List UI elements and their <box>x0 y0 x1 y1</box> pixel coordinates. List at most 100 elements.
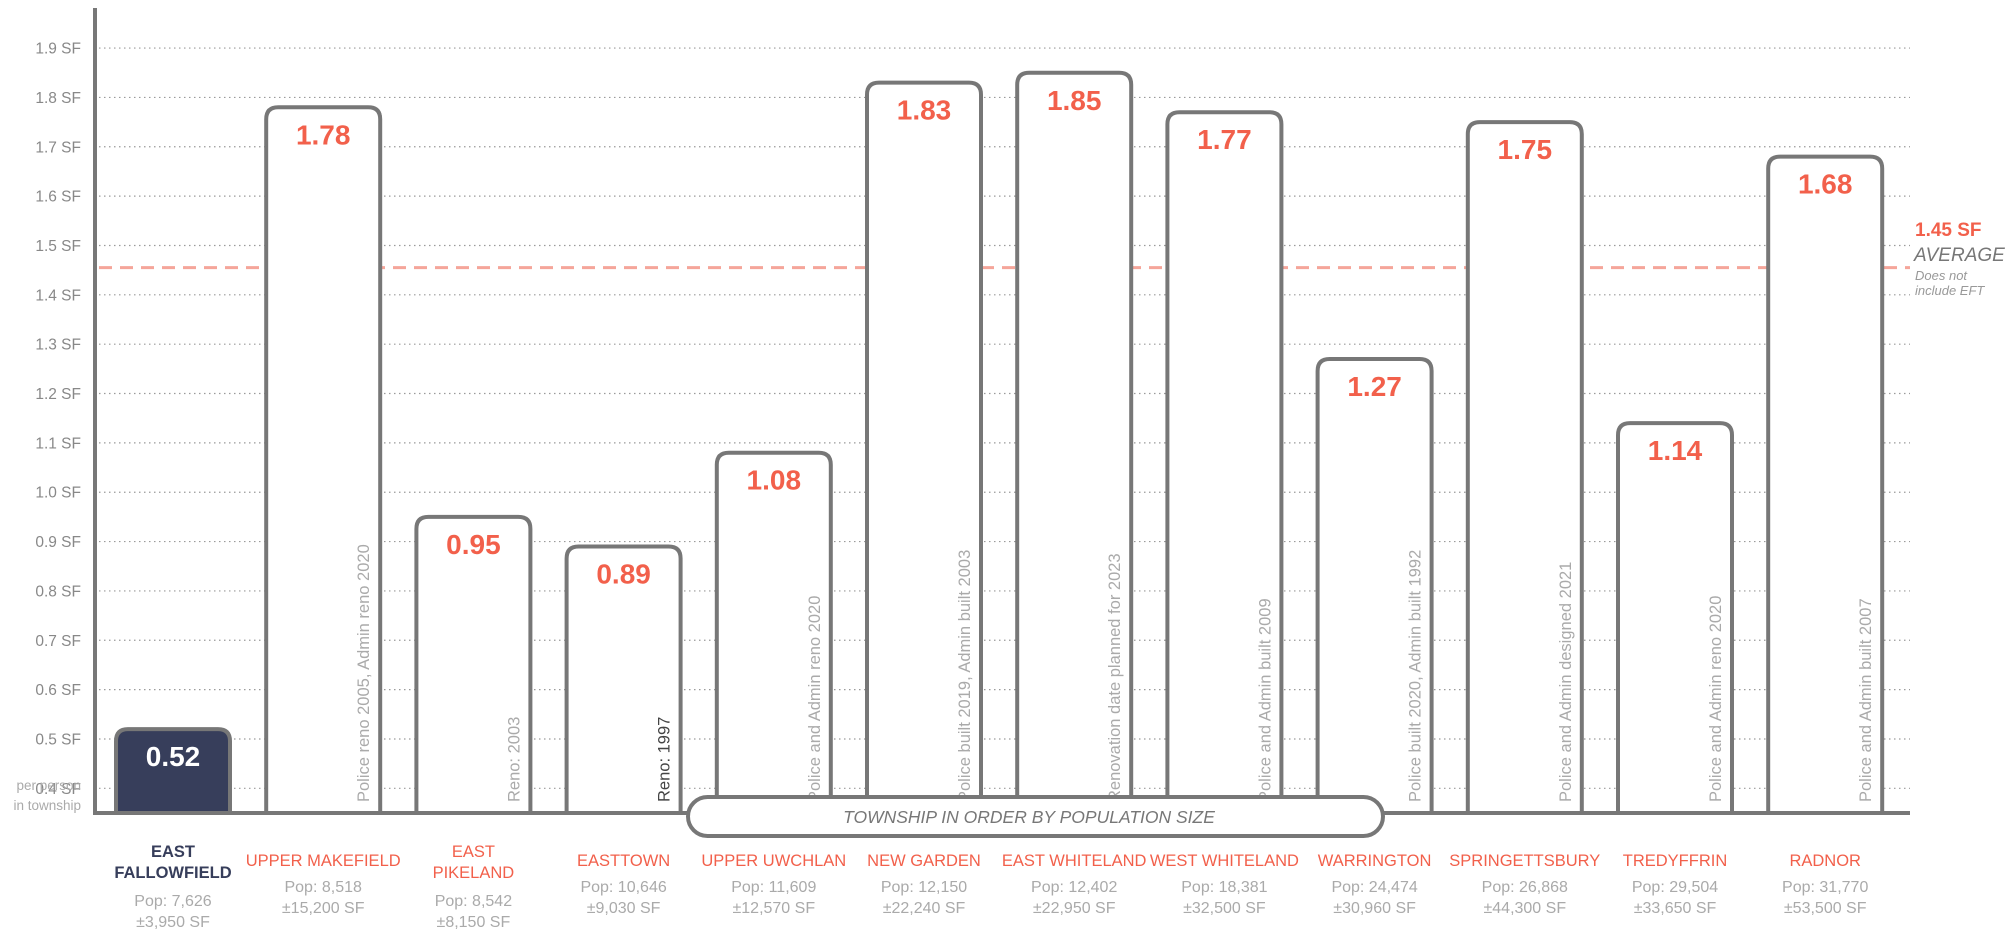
bar-note: Police and Admin designed 2021 <box>1557 562 1575 802</box>
y-tick-label: 0.5 SF <box>35 731 81 748</box>
bar-value-label: 0.89 <box>596 559 651 590</box>
category-name: EAST WHITELAND <box>1002 852 1147 870</box>
bar-value-label: 0.52 <box>146 741 201 772</box>
category-population: Pop: 18,381 <box>1181 879 1267 896</box>
y-tick-label: 0.8 SF <box>35 583 81 600</box>
y-axis-label: in township <box>13 798 81 813</box>
bar-value-label: 1.77 <box>1197 124 1252 155</box>
category-area: ±33,650 SF <box>1634 900 1717 917</box>
bar-value-label: 1.08 <box>747 465 802 496</box>
bar-note: Police and Admin built 2007 <box>1857 598 1875 802</box>
bar <box>1465 120 1584 813</box>
category-area: ±15,200 SF <box>282 900 365 917</box>
bar <box>1315 356 1434 813</box>
category-name: UPPER MAKEFIELD <box>246 852 401 870</box>
category-name: WEST WHITELAND <box>1150 852 1299 870</box>
category-name: RADNOR <box>1789 852 1861 870</box>
bar-note: Police and Admin reno 2020 <box>1707 596 1725 802</box>
bar-value-label: 1.85 <box>1047 85 1102 116</box>
bar <box>1015 70 1134 813</box>
y-tick-label: 0.7 SF <box>35 633 81 650</box>
category-name: EASTTOWN <box>577 852 670 870</box>
category-name: EAST <box>452 843 495 861</box>
bar-east-fallowfield <box>114 727 232 815</box>
y-tick-label: 1.8 SF <box>35 90 81 107</box>
category-area: ±44,300 SF <box>1483 900 1566 917</box>
category-area: ±22,240 SF <box>883 900 966 917</box>
y-tick-label: 1.7 SF <box>35 139 81 156</box>
category-population: Pop: 29,504 <box>1632 879 1718 896</box>
category-name: EAST <box>151 843 195 861</box>
category-name: PIKELAND <box>433 864 515 882</box>
average-label: AVERAGE <box>1913 245 2005 266</box>
y-tick-label: 1.6 SF <box>35 189 81 206</box>
y-tick-label: 1.5 SF <box>35 238 81 255</box>
category-population: Pop: 26,868 <box>1482 879 1568 896</box>
y-tick-label: 1.4 SF <box>35 287 81 304</box>
bar <box>865 80 983 813</box>
average-value-label: 1.45 SF <box>1915 220 1982 241</box>
x-axis-title: TOWNSHIP IN ORDER BY POPULATION SIZE <box>843 807 1215 827</box>
category-area: ±30,960 SF <box>1333 900 1416 917</box>
bar-note: Renovation date planned for 2023 <box>1106 553 1124 802</box>
category-area: ±8,150 SF <box>437 914 511 931</box>
y-tick-label: 0.6 SF <box>35 682 81 699</box>
category-name: UPPER UWCHLAN <box>701 852 846 870</box>
category-population: Pop: 12,402 <box>1031 879 1117 896</box>
bar-note: Police reno 2005, Admin reno 2020 <box>355 544 373 802</box>
bar-value-label: 0.95 <box>446 529 501 560</box>
category-population: Pop: 8,542 <box>435 893 513 910</box>
category-name: SPRINGETTSBURY <box>1449 852 1600 870</box>
bar-value-label: 1.83 <box>897 95 952 126</box>
category-population: Pop: 7,626 <box>134 893 212 910</box>
category-name: NEW GARDEN <box>867 852 981 870</box>
y-tick-label: 1.3 SF <box>35 337 81 354</box>
category-area: ±9,030 SF <box>587 900 661 917</box>
y-tick-label: 0.9 SF <box>35 534 81 551</box>
grid-layer <box>99 47 1910 789</box>
bar <box>564 544 683 813</box>
category-area: ±3,950 SF <box>136 914 210 931</box>
category-area: ±22,950 SF <box>1033 900 1116 917</box>
bar-value-label: 1.27 <box>1347 371 1402 402</box>
y-tick-label: 1.1 SF <box>35 435 81 452</box>
y-axis-label: per person <box>16 778 81 793</box>
category-area: ±53,500 SF <box>1784 900 1867 917</box>
category-population: Pop: 31,770 <box>1782 879 1868 896</box>
bar-value-label: 1.75 <box>1498 134 1553 165</box>
category-area: ±32,500 SF <box>1183 900 1266 917</box>
bar-note: Reno: 2003 <box>505 717 523 802</box>
category-name: TREDYFFRIN <box>1623 852 1728 870</box>
category-area: ±12,570 SF <box>732 900 815 917</box>
average-note: include EFT <box>1915 283 1985 298</box>
bar-note: Police built 2020, Admin built 1992 <box>1407 550 1425 802</box>
bar-value-label: 1.78 <box>296 119 351 150</box>
bar-note: Police built 2019, Admin built 2003 <box>956 550 974 802</box>
bar-value-label: 1.14 <box>1648 435 1703 466</box>
x-labels: EAST FALLOWFIELD Pop: 7,626 ±3,950 SF UPPER … <box>114 843 1868 931</box>
category-population: Pop: 10,646 <box>580 879 666 896</box>
bar-note: Police and Admin reno 2020 <box>806 596 824 802</box>
bar <box>1165 110 1284 813</box>
bar <box>714 450 833 813</box>
average-note: Does not <box>1915 268 1968 283</box>
y-tick-label: 1.2 SF <box>35 386 81 403</box>
bar-note: Reno: 1997 <box>656 717 674 802</box>
bar <box>264 105 383 813</box>
category-population: Pop: 12,150 <box>881 879 967 896</box>
category-name: FALLOWFIELD <box>114 864 231 882</box>
category-population: Pop: 11,609 <box>731 879 816 896</box>
category-population: Pop: 24,474 <box>1331 879 1417 896</box>
bar <box>1766 154 1885 813</box>
category-name: WARRINGTON <box>1318 852 1432 870</box>
y-axis: 0.4 SF 0.5 SF 0.6 SF 0.7 SF 0.8 SF 0.9 SF 1.0 … <box>13 8 97 813</box>
y-tick-label: 1.9 SF <box>35 41 81 58</box>
x-axis-title-pill <box>686 795 1385 838</box>
bar <box>1616 421 1734 813</box>
baseline-group: TOWNSHIP IN ORDER BY POPULATION SIZE <box>93 795 1910 838</box>
category-population: Pop: 8,518 <box>284 879 362 896</box>
bar-note: Police and Admin built 2009 <box>1256 598 1274 802</box>
bar <box>414 514 533 813</box>
